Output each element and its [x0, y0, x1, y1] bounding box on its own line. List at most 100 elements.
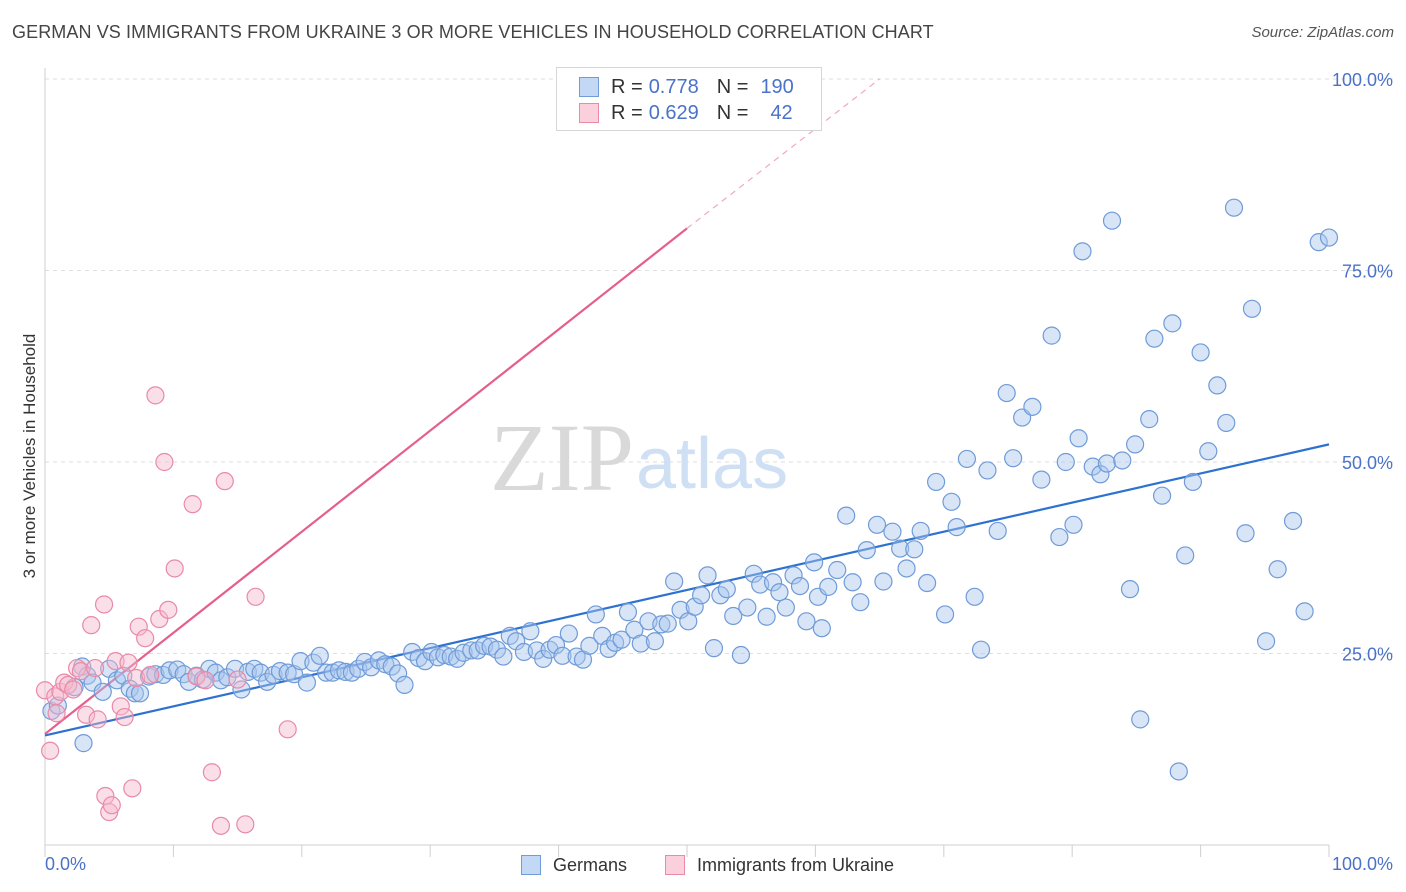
point-germans	[1097, 454, 1116, 473]
point-germans	[107, 671, 127, 690]
point-germans	[618, 603, 638, 622]
point-germans	[1102, 211, 1122, 230]
point-germans	[278, 663, 297, 682]
legend-swatch-germans	[579, 77, 599, 97]
label-layer: 25.0% 50.0% 75.0% 100.0% 0.0% 100.0%	[45, 70, 1393, 874]
point-germans	[232, 680, 251, 699]
point-germans	[947, 518, 966, 537]
point-germans	[130, 684, 150, 703]
point-germans	[837, 506, 856, 525]
point-germans	[698, 566, 717, 585]
point-germans	[942, 492, 961, 511]
point-ukraine	[82, 616, 101, 635]
series-legend-germans[interactable]: Germans	[521, 851, 627, 879]
point-ukraine	[183, 495, 202, 514]
point-germans	[717, 580, 736, 599]
series-label-ukraine: Immigrants from Ukraine	[697, 854, 895, 875]
point-germans	[521, 622, 540, 641]
point-germans	[1032, 470, 1051, 489]
grid-layer	[45, 78, 1393, 654]
point-ukraine	[127, 668, 146, 688]
y-axis-label: 3 or more Vehicles in Household	[20, 333, 39, 579]
point-ukraine	[47, 704, 66, 723]
point-germans	[978, 461, 997, 480]
point-germans	[645, 632, 665, 651]
trendline-ukraine	[44, 227, 688, 735]
point-germans	[857, 540, 876, 560]
point-germans	[1199, 442, 1218, 461]
point-germans	[724, 606, 743, 626]
legend-r-label: R =	[611, 75, 643, 98]
point-germans	[935, 605, 955, 624]
point-germans	[362, 658, 381, 677]
point-germans	[297, 673, 317, 692]
legend-row-ukraine: R = 0.629 N = 42	[579, 100, 793, 126]
watermark-atlas: atlas	[636, 424, 788, 504]
point-germans	[1004, 449, 1023, 468]
axis-layer	[44, 68, 1330, 857]
point-germans	[652, 615, 671, 634]
point-germans	[874, 572, 893, 591]
point-germans	[631, 634, 650, 653]
point-germans	[738, 598, 757, 617]
legend-r-label: R =	[611, 101, 643, 124]
point-germans	[1152, 486, 1172, 505]
point-germans	[580, 636, 599, 655]
x-tick-label: 0.0%	[45, 854, 86, 874]
point-ukraine	[76, 705, 96, 724]
point-ukraine	[165, 559, 184, 578]
point-germans	[168, 660, 187, 679]
point-ukraine	[278, 720, 297, 739]
point-germans	[395, 675, 414, 695]
point-germans	[553, 646, 572, 665]
point-ukraine	[119, 653, 138, 672]
point-ukraine	[115, 707, 134, 727]
point-ukraine	[228, 670, 247, 689]
point-germans	[988, 521, 1007, 541]
y-tick-label: 75.0%	[1342, 262, 1393, 282]
point-germans	[270, 662, 290, 681]
legend-row-germans: R = 0.778 N = 190	[579, 74, 794, 100]
point-germans	[1183, 472, 1202, 492]
point-germans	[1140, 410, 1159, 429]
point-germans	[612, 630, 631, 649]
point-germans	[1283, 511, 1303, 531]
point-germans	[83, 673, 102, 692]
points-layer	[35, 198, 1339, 835]
point-germans	[867, 515, 887, 534]
point-germans	[692, 586, 711, 605]
point-germans	[744, 564, 763, 583]
legend-n-value: 190	[760, 75, 794, 98]
point-germans	[1208, 376, 1227, 395]
point-germans	[1295, 602, 1314, 621]
point-germans	[1236, 524, 1255, 543]
chart-title: GERMAN VS IMMIGRANTS FROM UKRAINE 3 OR M…	[12, 22, 934, 42]
point-germans	[1023, 397, 1042, 416]
series-swatch-ukraine	[665, 855, 685, 875]
point-germans	[797, 612, 816, 631]
series-legend-ukraine[interactable]: Immigrants from Ukraine	[665, 851, 894, 879]
point-germans	[926, 472, 946, 492]
trend-layer	[44, 78, 1330, 737]
point-germans	[1050, 527, 1069, 547]
point-ukraine	[129, 617, 148, 636]
x-tick-label: 100.0%	[1332, 854, 1393, 874]
point-germans	[1319, 228, 1339, 247]
point-germans	[146, 665, 165, 684]
point-germans	[125, 684, 144, 703]
point-germans	[1120, 580, 1140, 599]
series-label-germans: Germans	[553, 854, 628, 875]
point-germans	[160, 661, 179, 680]
point-germans	[957, 449, 977, 469]
point-germans	[905, 540, 924, 559]
point-germans	[897, 559, 916, 578]
point-germans	[997, 383, 1016, 403]
point-ukraine	[41, 741, 60, 760]
point-germans	[389, 664, 408, 683]
legend-n-value: 42	[770, 101, 793, 124]
y-tick-label: 100.0%	[1332, 70, 1393, 90]
point-ukraine	[136, 629, 155, 648]
point-germans	[74, 734, 93, 753]
point-germans	[1064, 515, 1083, 534]
